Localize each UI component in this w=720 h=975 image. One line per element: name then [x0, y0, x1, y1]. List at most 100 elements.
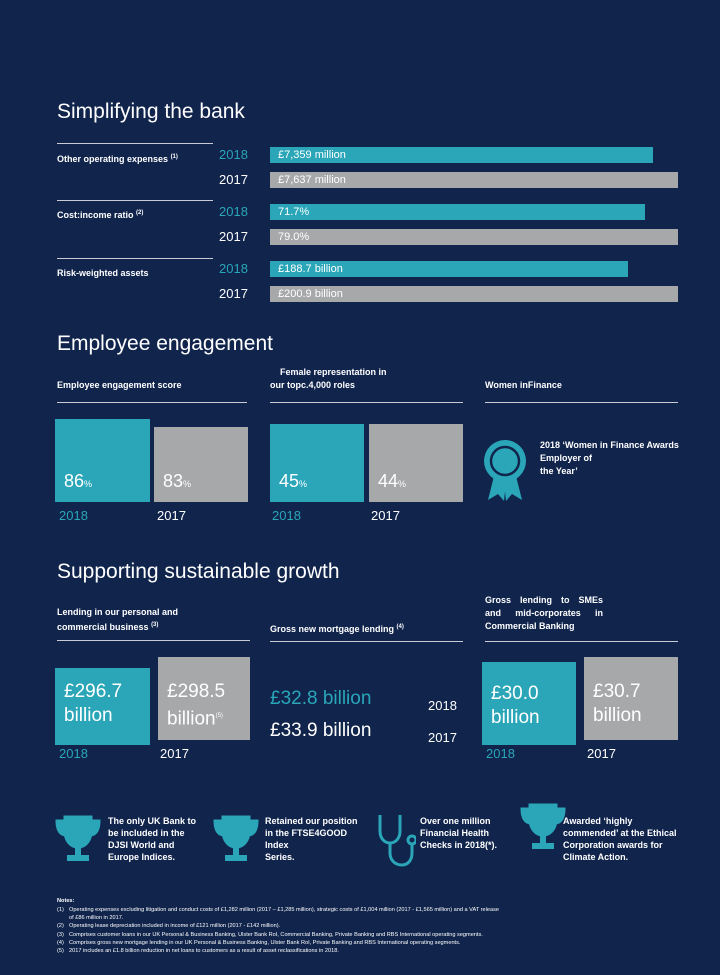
year: 2017: [219, 286, 248, 301]
notes-title: Notes:: [57, 898, 75, 904]
year: 2018: [219, 204, 248, 219]
award-line: Climate Action.: [563, 852, 629, 862]
value: 86: [64, 471, 85, 491]
metric-label: Risk-weighted assets: [57, 268, 149, 278]
value-line: £30.0: [491, 683, 539, 704]
section-title: Simplifying the bank: [57, 100, 245, 123]
year: 2018: [219, 261, 248, 276]
label-line: Female representation in: [280, 367, 387, 377]
notes-list: (1) Operating expenses excluding litigati…: [57, 906, 499, 955]
award-line: be included in the: [108, 828, 185, 838]
label-line: and mid-corporates in: [485, 608, 603, 618]
metric-label: Other operating expenses (1): [57, 151, 178, 166]
note-number: (2): [57, 923, 64, 930]
year: 2018: [219, 147, 248, 162]
rule: [57, 200, 213, 201]
tile: £296.7 billion: [55, 668, 150, 745]
value: £32.8 billion: [270, 688, 372, 709]
year: 2018: [59, 508, 88, 523]
rule: [57, 258, 213, 259]
trophy-icon: [213, 815, 259, 861]
unit: %: [183, 479, 192, 489]
note-ref: (5): [215, 713, 223, 719]
note-ref: (1): [170, 154, 178, 160]
award-text: The only UK Bank to be included in the DJS…: [108, 815, 196, 863]
column-label: Female representation in our topc.4,000 r…: [270, 366, 387, 392]
note-line: Comprises gross new mortgage lending in …: [69, 939, 461, 946]
rule: [57, 143, 213, 144]
year: 2018: [59, 746, 88, 761]
award-line: Europe Indices.: [108, 852, 176, 862]
label-text: Cost:income ratio: [57, 210, 134, 220]
column-label: Women inFinance: [485, 380, 562, 390]
note-line: Operating expenses excluding litigation …: [69, 907, 500, 913]
bar: 79.0%: [270, 229, 678, 245]
label-text: Gross new mortgage lending: [270, 624, 395, 634]
bar: £7,637 million: [270, 172, 678, 188]
note-ref: (4): [396, 624, 404, 630]
year: 2017: [587, 746, 616, 761]
column-label: Gross lending to SMEs and mid-corporates …: [485, 594, 603, 633]
value: 45: [279, 471, 300, 491]
label-line: our topc.4,000 roles: [270, 380, 356, 390]
unit: %: [84, 479, 93, 489]
award-line: Checks in 2018(*).: [420, 840, 498, 850]
award-line: Index: [265, 840, 289, 850]
bar: 71.7%: [270, 204, 645, 220]
award-line: Corporation awards for: [563, 840, 663, 850]
award-text: 2018 ‘Women in Finance Awards Employer of…: [540, 439, 679, 478]
note: (1) Operating expenses excluding litigati…: [57, 906, 499, 914]
note: (4) Comprises gross new mortgage lending …: [57, 939, 499, 947]
bar: £200.9 billion: [270, 286, 678, 302]
year: 2018: [486, 746, 515, 761]
year: 2017: [428, 730, 457, 745]
column-label: Lending in our personal and commercial bu…: [57, 606, 178, 634]
award-line: Financial Health: [420, 828, 490, 838]
year: 2017: [371, 508, 400, 523]
bar: £188.7 billion: [270, 261, 628, 277]
value: 83: [163, 471, 184, 491]
column-label: Employee engagement score: [57, 380, 182, 390]
label-line: Commercial Banking: [485, 621, 575, 631]
rule: [57, 640, 250, 641]
year: 2017: [157, 508, 186, 523]
note-ref: (2): [136, 210, 144, 216]
award-text: Awarded ‘highly commended’ at the Ethical…: [563, 815, 677, 863]
note-number: (1): [57, 907, 64, 913]
unit: %: [299, 479, 308, 489]
note: (2) Operating lease depreciation included…: [57, 922, 499, 930]
value: 44: [378, 471, 399, 491]
trophy-icon: [55, 815, 101, 861]
note-number: (4): [57, 939, 64, 946]
award-line: the Year’: [540, 466, 578, 476]
label-line: commercial business: [57, 622, 149, 632]
award-line: Retained our position: [265, 816, 358, 826]
award-line: Employer of: [540, 453, 593, 463]
value-line: billion: [64, 705, 113, 726]
award-line: Series.: [265, 852, 295, 862]
award-line: commended’ at the Ethical: [563, 828, 677, 838]
rule: [57, 402, 247, 403]
note-line: Comprises customer loans in our UK Perso…: [69, 931, 483, 938]
value: £33.9 billion: [270, 720, 372, 741]
rule: [270, 641, 463, 642]
tile: 44%: [369, 424, 463, 502]
note-number: (3): [57, 931, 64, 938]
award-line: 2018 ‘Women in Finance Awards: [540, 440, 679, 450]
stethoscope-icon: [378, 815, 416, 867]
column-label: Gross new mortgage lending (4): [270, 621, 404, 636]
note-line: of £86 million in 2017.: [69, 915, 124, 922]
value-line: £30.7: [593, 681, 641, 702]
metric-label: Cost:income ratio (2): [57, 207, 143, 222]
section-title: Employee engagement: [57, 332, 273, 355]
unit: %: [398, 479, 407, 489]
year: 2018: [272, 508, 301, 523]
award-line: The only UK Bank to: [108, 816, 197, 826]
award-text: Retained our position in the FTSE4GOOD Ind…: [265, 815, 358, 863]
tile: 86%: [55, 419, 150, 502]
award-line: DJSI World and: [108, 840, 175, 850]
label-line: Gross lending to SMEs: [485, 595, 603, 605]
value-line: billion: [491, 707, 540, 728]
section-title: Supporting sustainable growth: [57, 560, 340, 583]
note-line: Operating lease depreciation included in…: [69, 923, 281, 930]
